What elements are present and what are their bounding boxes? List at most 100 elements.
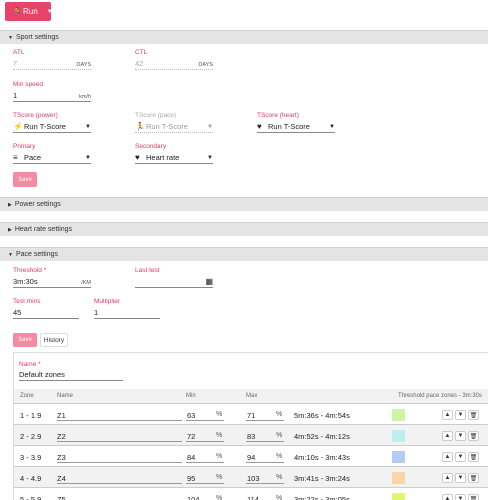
zone-name-input[interactable]: Z2 [57, 432, 66, 441]
tscore-heart-select[interactable]: ♥ Run T-Score ▼ [257, 121, 335, 133]
zone-name-input[interactable]: Z1 [57, 411, 66, 420]
zone-max-input[interactable]: 94 [247, 453, 256, 462]
pace-save-button[interactable]: Save [13, 333, 37, 347]
threshold-input[interactable]: 3m:30s /KM [13, 276, 91, 288]
last-test-input[interactable]: ▦ [135, 276, 213, 288]
multiplier-input[interactable]: 1 [94, 307, 160, 319]
delete-icon[interactable]: 🗑 [468, 431, 479, 441]
zone-min-percent: % [216, 495, 223, 500]
heart-rate-settings-header[interactable]: ▶ Heart rate settings [0, 222, 488, 236]
power-settings-header[interactable]: ▶ Power settings [0, 197, 488, 211]
ctl-value: 42 [135, 59, 144, 68]
zone-range-cell: 1 - 1.9 [20, 411, 42, 420]
tscore-heart-label: TScore (heart) [257, 112, 299, 119]
zone-name-input[interactable]: Z4 [57, 474, 66, 483]
zone-max-input[interactable]: 83 [247, 432, 256, 441]
max-column-header: Max [246, 393, 258, 399]
dropdown-arrow-icon: ▼ [85, 123, 91, 130]
move-down-icon[interactable]: ▼ [455, 431, 466, 441]
zone-name-input[interactable]: Z3 [57, 453, 66, 462]
tscore-pace-select: 🏃 Run T-Score ▼ [135, 121, 213, 133]
section-title: Power settings [14, 201, 61, 208]
zone-min-percent: % [216, 411, 223, 418]
zone-min-input[interactable]: 104 [187, 495, 200, 500]
move-down-icon[interactable]: ▼ [455, 410, 466, 420]
chevron-down-icon[interactable]: ▼ [46, 8, 53, 15]
delete-icon[interactable]: 🗑 [468, 452, 479, 462]
zone-min-underline [186, 483, 224, 484]
zone-min-percent: % [216, 453, 223, 460]
delete-icon[interactable]: 🗑 [468, 494, 479, 500]
zone-name-input[interactable]: Z5 [57, 495, 66, 500]
running-icon: 🏃 [12, 7, 22, 16]
zone-min-percent: % [216, 432, 223, 439]
calendar-icon[interactable]: ▦ [205, 277, 213, 286]
zone-color-swatch[interactable] [392, 493, 405, 500]
zone-max-input[interactable]: 114 [247, 495, 259, 500]
move-down-icon[interactable]: ▼ [455, 494, 466, 500]
zone-pace-range: 4m:52s - 4m:12s [294, 432, 350, 441]
run-sport-button[interactable]: 🏃 Run ▼ [5, 2, 53, 21]
sport-settings-header[interactable]: ▼ Sport settings [0, 30, 488, 44]
multiplier-label: Multiplier [94, 298, 121, 305]
test-mins-input[interactable]: 45 [13, 307, 79, 319]
atl-value: 7 [13, 59, 18, 68]
dropdown-arrow-icon: ▼ [207, 123, 213, 130]
zone-max-underline [246, 420, 284, 421]
min-speed-unit: km/h [79, 94, 91, 100]
zone-range-cell: 3 - 3.9 [20, 453, 42, 462]
zone-range-cell: 2 - 2.9 [20, 432, 42, 441]
caret-down-icon: ▼ [8, 251, 13, 258]
zone-min-input[interactable]: 84 [187, 453, 196, 462]
move-down-icon[interactable]: ▼ [455, 452, 466, 462]
zones-name-input[interactable]: Default zones [19, 369, 123, 381]
zone-color-swatch[interactable] [392, 451, 405, 463]
zones-panel [13, 352, 488, 500]
zone-color-swatch[interactable] [392, 430, 405, 442]
zone-min-input[interactable]: 63 [187, 411, 196, 420]
test-mins-label: Test mins [13, 298, 41, 305]
move-up-icon[interactable]: ▲ [442, 452, 453, 462]
zone-max-percent: % [276, 474, 283, 481]
move-up-icon[interactable]: ▲ [442, 494, 453, 500]
delete-icon[interactable]: 🗑 [468, 410, 479, 420]
lightning-icon: ⚡ [13, 122, 23, 131]
min-speed-input[interactable]: 1 km/h [13, 90, 91, 102]
zone-max-input[interactable]: 103 [247, 474, 260, 483]
pace-settings-header[interactable]: ▼ Pace settings [0, 247, 488, 261]
zone-min-input[interactable]: 95 [187, 474, 196, 483]
tscore-power-select[interactable]: ⚡ Run T-Score ▼ [13, 121, 91, 133]
move-up-icon[interactable]: ▲ [442, 473, 453, 483]
zone-row: 5 - 5.9 Z5 104% 114% 3m:22s - 3m:05s ▲ ▼ 🗑 [14, 487, 488, 500]
secondary-select[interactable]: ♥ Heart rate ▼ [135, 152, 213, 164]
caret-right-icon: ▶ [8, 201, 12, 208]
delete-icon[interactable]: 🗑 [468, 473, 479, 483]
zone-min-input[interactable]: 72 [187, 432, 196, 441]
ctl-label: CTL [135, 49, 148, 56]
history-button[interactable]: History [40, 333, 68, 347]
zone-pace-range: 3m:22s - 3m:05s [294, 495, 350, 500]
threshold-label: Threshold * [13, 267, 47, 274]
move-up-icon[interactable]: ▲ [442, 431, 453, 441]
zone-min-underline [186, 462, 224, 463]
atl-unit: DAYS [76, 62, 91, 68]
zone-max-underline [246, 441, 284, 442]
zone-name-underline [57, 462, 182, 463]
tscore-pace-label: TScore (pace) [135, 112, 177, 119]
move-up-icon[interactable]: ▲ [442, 410, 453, 420]
zone-range-cell: 4 - 4.9 [20, 474, 42, 483]
zone-max-input[interactable]: 71 [247, 411, 256, 420]
section-title: Heart rate settings [14, 226, 73, 233]
dropdown-arrow-icon: ▼ [85, 154, 91, 161]
zone-color-swatch[interactable] [392, 472, 405, 484]
primary-select[interactable]: ≡ Pace ▼ [13, 152, 91, 164]
zone-color-swatch[interactable] [392, 409, 405, 421]
atl-field: 7 DAYS [13, 58, 91, 70]
zone-min-percent: % [216, 474, 223, 481]
section-title: Sport settings [15, 34, 59, 41]
sport-save-button[interactable]: Save [13, 172, 37, 187]
move-down-icon[interactable]: ▼ [455, 473, 466, 483]
zone-max-percent: % [276, 495, 283, 500]
zone-min-underline [186, 420, 224, 421]
dropdown-arrow-icon: ▼ [207, 154, 213, 161]
